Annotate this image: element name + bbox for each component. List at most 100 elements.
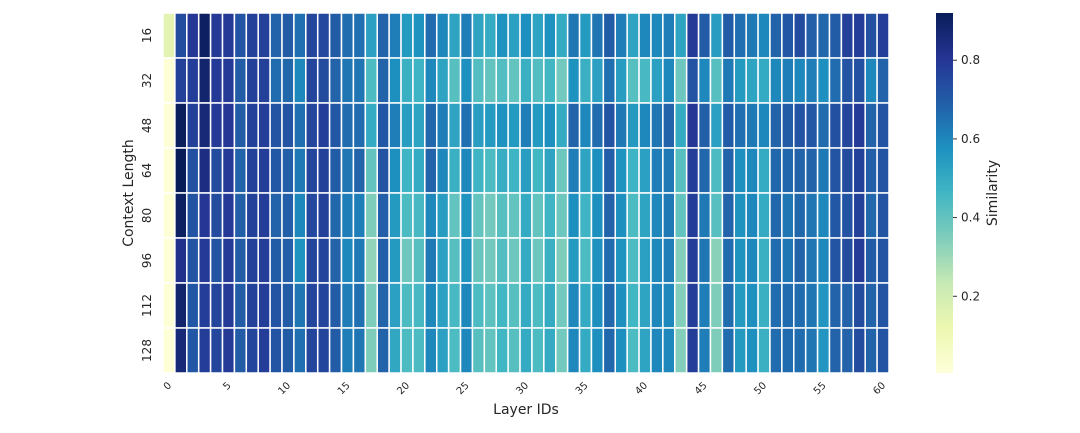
heatmap-cell [174, 282, 188, 329]
heatmap-cell [566, 282, 581, 329]
heatmap-cell [745, 12, 759, 59]
heatmap-cell [221, 102, 236, 149]
heatmap-cell [174, 327, 188, 374]
heatmap-cell [781, 147, 795, 194]
heatmap-cell [328, 102, 343, 149]
heatmap-cell [745, 147, 759, 194]
heatmap-cell [769, 327, 783, 374]
heatmap-cell [555, 147, 569, 194]
heatmap-cell [174, 192, 188, 239]
heatmap-cell [459, 237, 474, 284]
heatmap-cell [602, 192, 617, 239]
heatmap-cell [793, 57, 807, 104]
heatmap-cell [388, 102, 402, 149]
heatmap-cell [352, 327, 367, 374]
heatmap-cell [638, 237, 652, 284]
heatmap-cell [662, 327, 676, 374]
heatmap-cell [757, 327, 771, 374]
heatmap-cell [543, 57, 557, 104]
heatmap-cell [233, 327, 248, 374]
y-tick-label: 80 [140, 208, 154, 223]
heatmap-cell [578, 327, 593, 374]
y-axis-ticks: 16 32 48 64 80 96 112 128 [140, 28, 154, 362]
heatmap-cell [662, 282, 676, 329]
heatmap-cell [793, 192, 807, 239]
heatmap-cell [495, 192, 509, 239]
heatmap-cell [638, 282, 652, 329]
heatmap-cell [566, 57, 581, 104]
heatmap-cell [376, 102, 390, 149]
heatmap-cell [471, 102, 486, 149]
heatmap-cell [578, 57, 593, 104]
heatmap-cell [531, 57, 545, 104]
heatmap-cell [257, 282, 271, 329]
heatmap-cell [269, 282, 283, 329]
heatmap-cell [555, 192, 569, 239]
heatmap-cell [388, 327, 402, 374]
x-tick-label: 30 [514, 380, 531, 397]
heatmap-cell [840, 147, 855, 194]
heatmap-cell [257, 102, 271, 149]
x-tick-label: 15 [336, 380, 353, 397]
heatmap-cell [197, 147, 212, 194]
heatmap-cell [364, 12, 378, 59]
heatmap-cell [447, 12, 462, 59]
heatmap-cell [447, 237, 462, 284]
heatmap-cell [662, 12, 676, 59]
heatmap-cell [816, 12, 831, 59]
heatmap-cell [840, 327, 855, 374]
heatmap-cell [626, 237, 640, 284]
heatmap-cell [840, 12, 855, 59]
heatmap-cell [495, 327, 509, 374]
heatmap-cell [257, 57, 271, 104]
heatmap-cell [162, 57, 176, 104]
heatmap-cell [281, 282, 295, 329]
heatmap-cell [424, 282, 438, 329]
colorbar-tick-label: 0.2 [961, 289, 980, 303]
heatmap-cell [364, 102, 378, 149]
heatmap-cell [697, 147, 712, 194]
heatmap-cell [769, 102, 783, 149]
heatmap-cell [352, 282, 367, 329]
heatmap-cell [519, 237, 533, 284]
heatmap-cell [757, 192, 771, 239]
heatmap-cell [852, 192, 866, 239]
heatmap-cell [305, 237, 319, 284]
heatmap-cell [209, 237, 224, 284]
y-tick-label: 48 [140, 118, 154, 133]
heatmap-cell [209, 147, 224, 194]
y-tick-label: 96 [140, 253, 154, 268]
heatmap-cell [804, 57, 819, 104]
heatmap-cell [793, 237, 807, 284]
heatmap-cell [816, 147, 831, 194]
heatmap-cell [745, 327, 759, 374]
heatmap-cell [793, 282, 807, 329]
heatmap-cell [745, 237, 759, 284]
heatmap-cell [555, 12, 569, 59]
heatmap-cell [507, 192, 521, 239]
heatmap-cell [316, 237, 331, 284]
x-tick-label: 0 [162, 380, 174, 392]
heatmap-cell [757, 102, 771, 149]
heatmap-cell [804, 102, 819, 149]
heatmap-cell [447, 147, 462, 194]
heatmap-cell [674, 282, 688, 329]
heatmap-cell [269, 57, 283, 104]
heatmap-cell [602, 327, 617, 374]
heatmap-cell [400, 57, 414, 104]
heatmap-cell [400, 237, 414, 284]
heatmap-cell [233, 237, 248, 284]
heatmap-cell [305, 192, 319, 239]
heatmap-cell [852, 282, 866, 329]
heatmap-cell [471, 327, 486, 374]
heatmap-cell [852, 237, 866, 284]
heatmap-cell [245, 282, 259, 329]
heatmap-cell [709, 192, 724, 239]
heatmap-cell [412, 192, 426, 239]
heatmap-cell [197, 12, 212, 59]
heatmap-cell [447, 57, 462, 104]
heatmap-cell [376, 327, 390, 374]
heatmap-cell [543, 12, 557, 59]
heatmap-cell [257, 192, 271, 239]
heatmap-cell [543, 282, 557, 329]
